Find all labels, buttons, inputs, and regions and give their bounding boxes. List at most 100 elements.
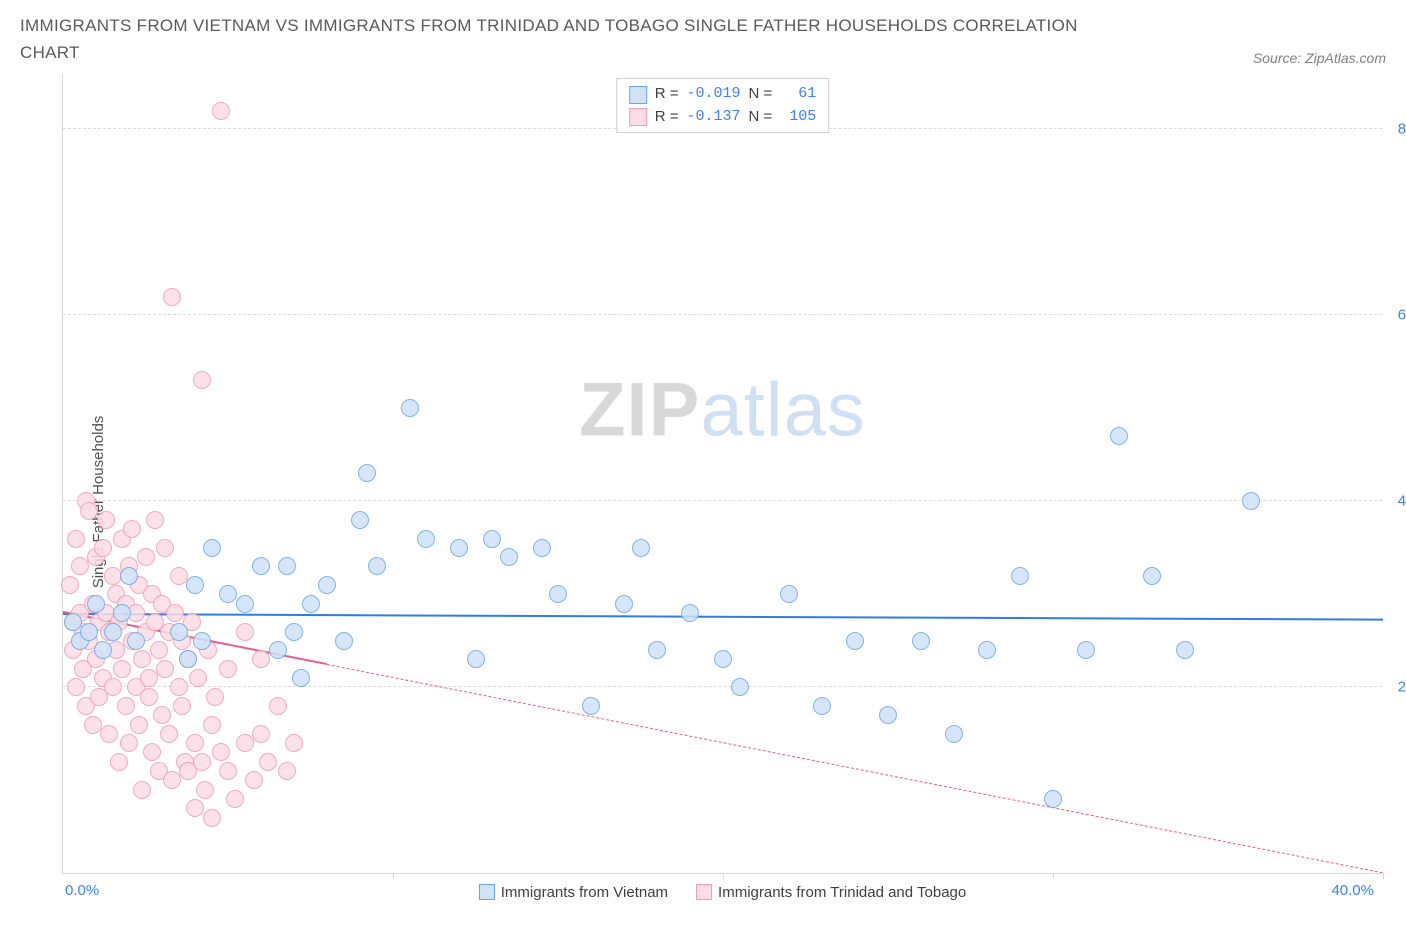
scatter-point [140,688,158,706]
n-label: N = [749,83,773,106]
plot-area: ZIPatlas R = -0.019 N = 61 R = -0.137 N … [62,74,1382,874]
scatter-point [236,623,254,641]
scatter-point [846,632,864,650]
r-value-trinidad: -0.137 [686,106,740,129]
scatter-point [1110,427,1128,445]
scatter-point [137,548,155,566]
swatch-trinidad [629,108,647,126]
scatter-point [912,632,930,650]
x-legend-item-vietnam: Immigrants from Vietnam [479,884,668,901]
scatter-point [143,743,161,761]
scatter-point [153,706,171,724]
chart-title: IMMIGRANTS FROM VIETNAM VS IMMIGRANTS FR… [20,12,1120,66]
y-tick-label: 4.0% [1386,493,1406,510]
scatter-point [278,762,296,780]
scatter-point [285,623,303,641]
scatter-point [269,697,287,715]
legend-row-vietnam: R = -0.019 N = 61 [629,83,817,106]
scatter-point [87,595,105,613]
scatter-point [156,660,174,678]
scatter-point [166,604,184,622]
scatter-point [533,539,551,557]
scatter-point [632,539,650,557]
scatter-point [351,511,369,529]
x-legend: Immigrants from Vietnam Immigrants from … [63,884,1382,901]
scatter-point [150,641,168,659]
scatter-point [335,632,353,650]
scatter-point [879,706,897,724]
scatter-point [813,697,831,715]
scatter-point [1143,567,1161,585]
r-label: R = [655,106,679,129]
swatch-icon [696,884,712,900]
gridline-h [63,314,1382,315]
chart-container: Single Father Households ZIPatlas R = -0… [20,74,1386,929]
r-value-vietnam: -0.019 [686,83,740,106]
legend-row-trinidad: R = -0.137 N = 105 [629,106,817,129]
scatter-point [186,734,204,752]
scatter-point [120,734,138,752]
scatter-point [196,781,214,799]
gridline-h [63,500,1382,501]
scatter-point [104,567,122,585]
scatter-point [780,585,798,603]
scatter-point [94,641,112,659]
x-tick-mark [1383,873,1384,879]
scatter-point [978,641,996,659]
trend-line-dashed [327,664,1383,873]
scatter-point [483,530,501,548]
scatter-point [203,716,221,734]
n-value-vietnam: 61 [780,83,816,106]
scatter-point [252,650,270,668]
scatter-point [120,567,138,585]
scatter-point [401,399,419,417]
scatter-point [450,539,468,557]
scatter-point [368,557,386,575]
scatter-point [110,753,128,771]
scatter-point [245,771,263,789]
y-tick-label: 6.0% [1386,307,1406,324]
scatter-point [80,502,98,520]
r-label: R = [655,83,679,106]
gridline-h [63,686,1382,687]
scatter-point [259,753,277,771]
scatter-point [100,725,118,743]
scatter-point [648,641,666,659]
scatter-point [285,734,303,752]
scatter-point [1176,641,1194,659]
scatter-point [140,669,158,687]
scatter-point [467,650,485,668]
scatter-point [681,604,699,622]
scatter-point [1077,641,1095,659]
watermark-zip: ZIP [579,367,700,452]
scatter-point [203,539,221,557]
scatter-point [193,371,211,389]
scatter-point [615,595,633,613]
scatter-point [160,725,178,743]
x-legend-label: Immigrants from Vietnam [501,884,668,901]
scatter-point [179,650,197,668]
scatter-point [113,604,131,622]
scatter-point [156,539,174,557]
scatter-point [163,288,181,306]
scatter-point [358,464,376,482]
scatter-point [130,716,148,734]
watermark-atlas: atlas [700,367,866,452]
scatter-point [212,743,230,761]
scatter-point [278,557,296,575]
scatter-point [731,678,749,696]
scatter-point [186,799,204,817]
scatter-point [236,595,254,613]
source-label: Source: ZipAtlas.com [1253,50,1386,66]
scatter-point [417,530,435,548]
scatter-point [80,623,98,641]
scatter-point [219,762,237,780]
x-legend-label: Immigrants from Trinidad and Tobago [718,884,966,901]
scatter-point [84,716,102,734]
scatter-point [163,771,181,789]
scatter-point [133,650,151,668]
scatter-point [714,650,732,668]
scatter-point [219,585,237,603]
scatter-point [212,102,230,120]
scatter-point [104,678,122,696]
